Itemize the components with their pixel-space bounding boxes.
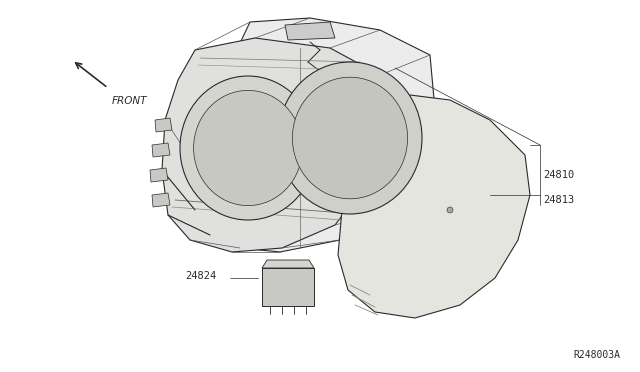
Polygon shape [150,168,168,182]
Polygon shape [285,22,335,40]
Ellipse shape [193,90,302,206]
Polygon shape [155,118,172,132]
Ellipse shape [180,76,316,220]
Polygon shape [152,143,170,157]
Text: FRONT: FRONT [112,96,147,106]
Polygon shape [262,260,314,268]
Polygon shape [195,18,435,252]
Circle shape [447,207,453,213]
Text: 24813: 24813 [543,195,574,205]
Text: 24810: 24810 [543,170,574,180]
Polygon shape [262,268,314,306]
Polygon shape [162,38,385,252]
Text: R248003A: R248003A [573,350,620,360]
Ellipse shape [278,62,422,214]
Text: 24824: 24824 [185,271,216,281]
Polygon shape [152,193,170,207]
Polygon shape [338,95,530,318]
Ellipse shape [292,77,408,199]
